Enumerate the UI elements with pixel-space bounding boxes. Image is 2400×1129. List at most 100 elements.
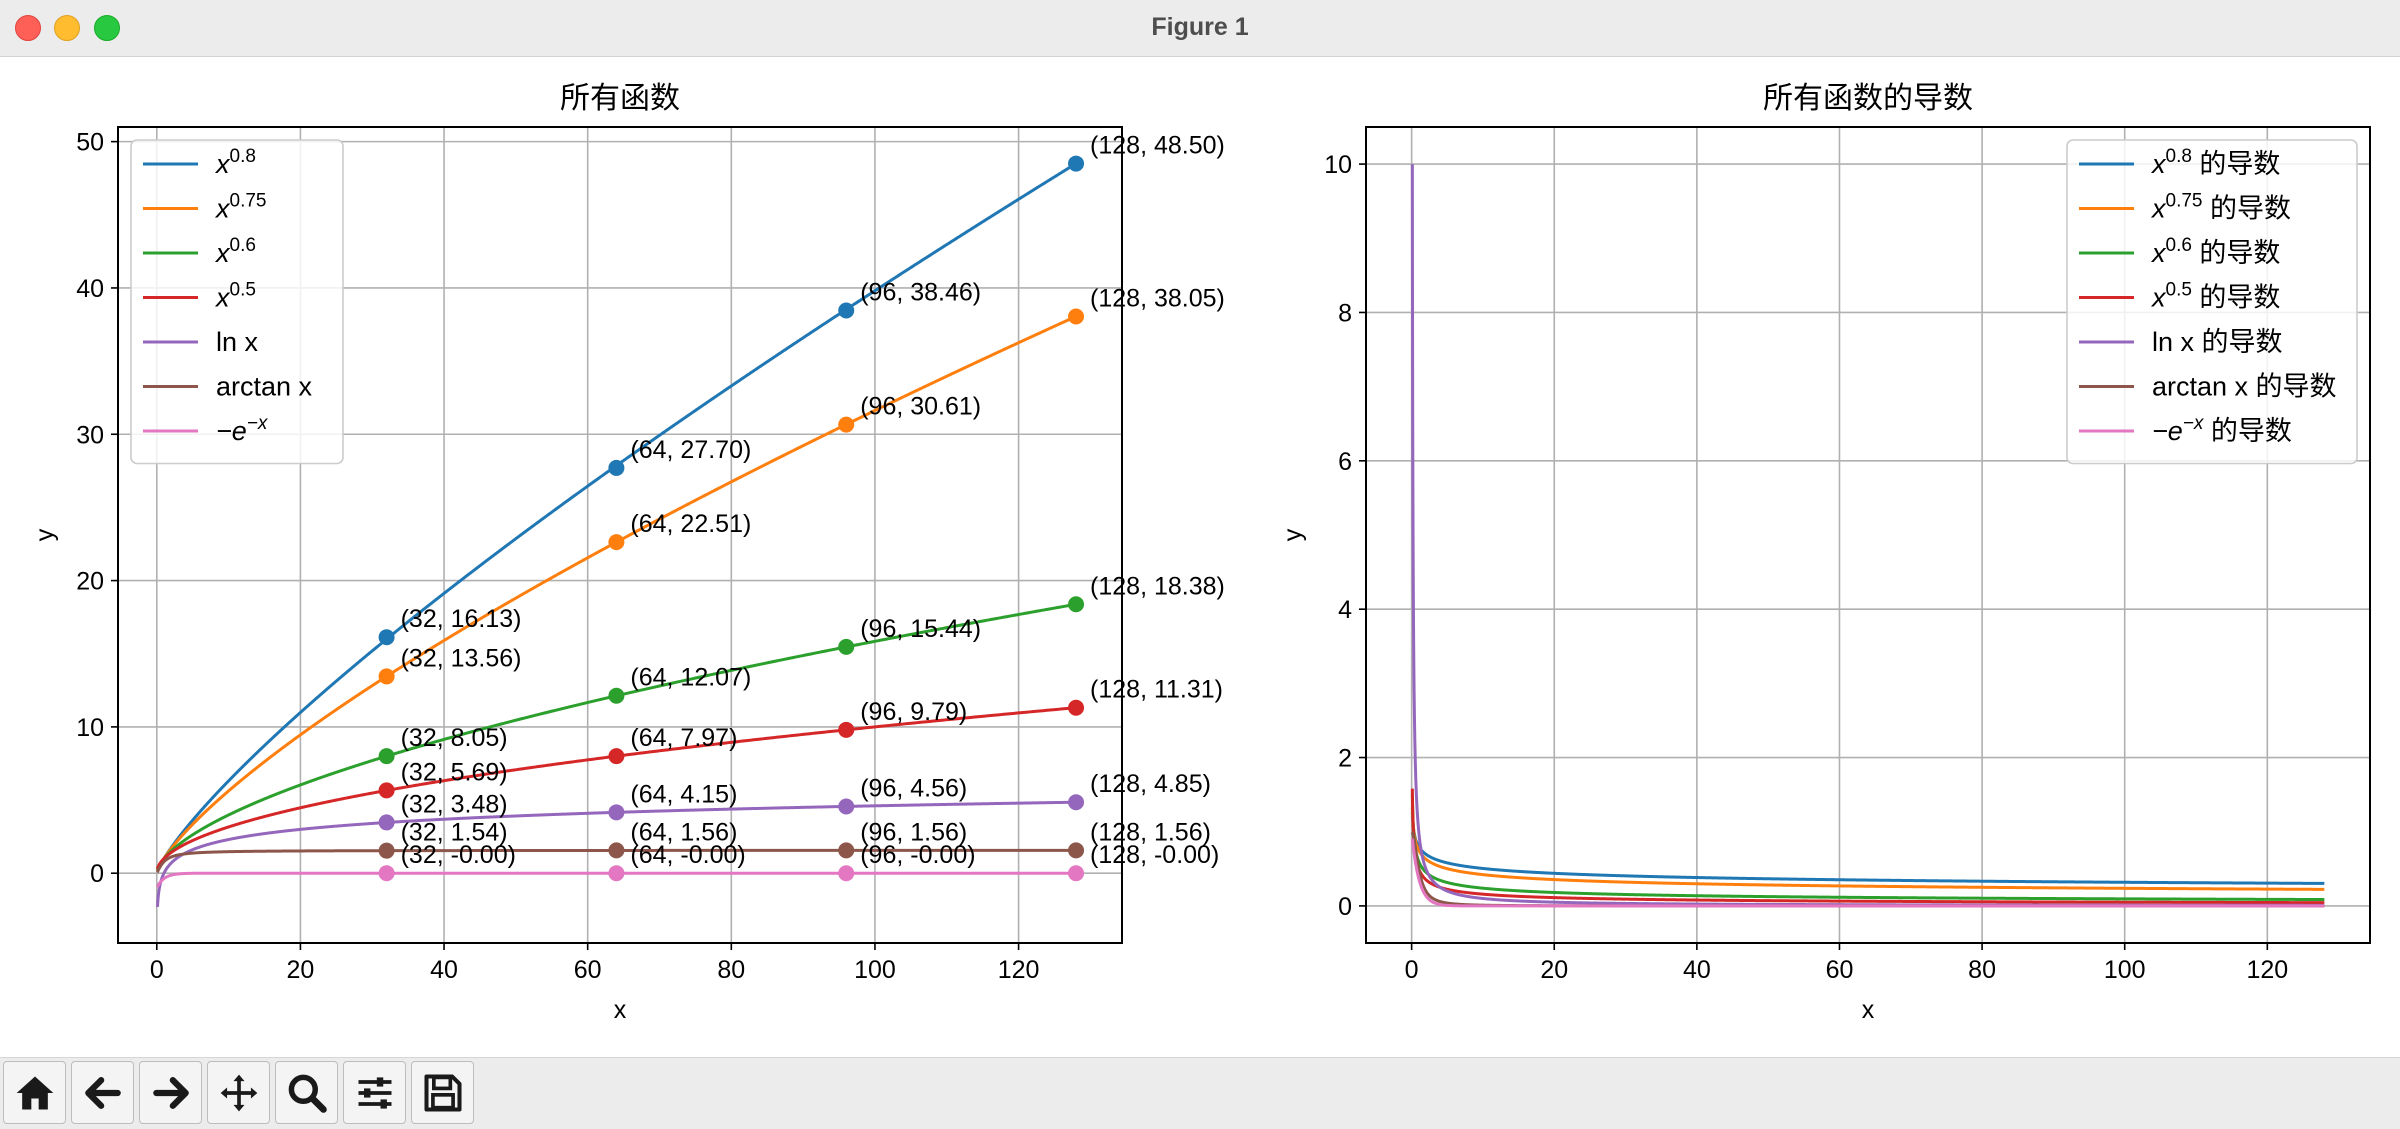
legend-entry: x0.75 的导数	[2150, 191, 2291, 224]
minimize-window-button[interactable]	[54, 15, 80, 41]
data-label: (128, 48.50)	[1090, 132, 1225, 160]
floppy-disk-icon	[423, 1073, 462, 1112]
series-line	[1410, 805, 2325, 891]
data-label: (64, 1.56)	[630, 818, 737, 846]
save-button[interactable]	[411, 1061, 474, 1124]
configure-subplots-button[interactable]	[343, 1061, 406, 1124]
x-tick-label: 0	[150, 956, 164, 984]
functions-chart: (32, 16.13) (64, 27.70) (96, 38.46) (128, 4…	[31, 82, 1225, 1024]
chart-title: 所有函数的导数	[1763, 82, 1973, 115]
navigation-toolbar	[0, 1057, 2400, 1129]
close-window-button[interactable]	[15, 15, 41, 41]
chart-title: 所有函数	[560, 82, 680, 115]
data-point	[608, 459, 625, 476]
data-point	[838, 416, 855, 433]
data-point	[608, 804, 625, 821]
title-bar: Figure 1	[0, 0, 2400, 57]
data-point	[838, 842, 855, 859]
data-label: (32, 13.56)	[401, 644, 522, 672]
x-tick-label: 20	[287, 956, 315, 984]
maximize-window-button[interactable]	[94, 15, 120, 41]
y-tick-label: 6	[1338, 448, 1352, 476]
data-label: (128, 38.05)	[1090, 284, 1225, 312]
data-point	[838, 638, 855, 655]
back-button[interactable]	[71, 1061, 134, 1124]
data-label: (96, 1.56)	[860, 818, 967, 846]
data-point	[1068, 596, 1085, 613]
y-axis-label: y	[31, 528, 59, 541]
data-label: (64, 27.70)	[630, 436, 751, 464]
legend-box	[130, 139, 344, 465]
y-tick-label: 0	[90, 860, 104, 888]
data-label: (96, 30.61)	[860, 393, 981, 421]
x-tick-label: 0	[1405, 956, 1419, 984]
data-label: (64, -0.00)	[630, 841, 745, 869]
series-line	[1410, 810, 2325, 885]
legend-entry: −e−x	[216, 413, 269, 446]
x-tick-label: 120	[998, 956, 1040, 984]
data-label: (96, 38.46)	[860, 278, 981, 306]
legend-entry: ln x	[216, 327, 259, 357]
figure-canvas: (32, 16.13) (64, 27.70) (96, 38.46) (128, 4…	[0, 57, 2400, 1057]
y-tick-label: 0	[1338, 893, 1352, 921]
data-point	[838, 865, 855, 882]
figure-svg: (32, 16.13) (64, 27.70) (96, 38.46) (128, 4…	[31, 82, 2371, 1024]
y-tick-label: 40	[76, 275, 104, 303]
sliders-icon	[358, 1076, 391, 1109]
data-point	[378, 668, 395, 685]
legend-entry: arctan x 的导数	[2152, 372, 2337, 402]
data-point	[608, 748, 625, 765]
data-point	[838, 798, 855, 815]
arrow-right-icon	[152, 1076, 189, 1109]
data-point	[378, 814, 395, 831]
data-point	[1068, 794, 1085, 811]
data-label: (128, 18.38)	[1090, 572, 1225, 600]
legend-entry: x0.5 的导数	[2150, 280, 2280, 313]
zoom-button[interactable]	[275, 1061, 338, 1124]
data-point	[378, 629, 395, 646]
data-point	[378, 865, 395, 882]
data-label: (32, 16.13)	[401, 605, 522, 633]
data-point	[1068, 699, 1085, 716]
data-label: (64, 22.51)	[630, 510, 751, 538]
x-tick-label: 60	[1826, 956, 1854, 984]
data-label: (128, 1.56)	[1090, 818, 1211, 846]
legend-entry: −e−x 的导数	[2152, 413, 2292, 446]
data-label: (96, 9.79)	[860, 698, 967, 726]
data-label: (32, 5.69)	[401, 758, 508, 786]
y-tick-label: 20	[76, 568, 104, 596]
data-label: (128, 4.85)	[1090, 770, 1211, 798]
legend-entry: arctan x	[216, 372, 313, 402]
y-axis-label: y	[1279, 528, 1307, 541]
y-tick-label: 30	[76, 421, 104, 449]
y-tick-label: 10	[1324, 151, 1352, 179]
data-label: (32, 3.48)	[401, 790, 508, 818]
x-tick-label: 80	[717, 956, 745, 984]
legend-entry: ln x 的导数	[2152, 327, 2283, 357]
data-point	[378, 842, 395, 859]
legend: x0.8 x0.75 x0.6 x0.5 ln x arctan x −e−x	[130, 139, 344, 465]
pan-button[interactable]	[207, 1061, 270, 1124]
data-point	[608, 687, 625, 704]
data-point	[378, 782, 395, 799]
series-line	[1410, 837, 2325, 908]
legend-entry: x0.8 的导数	[2150, 146, 2280, 179]
series-line	[1410, 830, 2325, 908]
x-tick-label: 60	[574, 956, 602, 984]
home-button[interactable]	[3, 1061, 66, 1124]
legend-entry: x0.6	[214, 235, 256, 268]
x-tick-label: 40	[430, 956, 458, 984]
data-label: (96, -0.00)	[860, 841, 975, 869]
y-tick-label: 50	[76, 129, 104, 157]
data-label: (64, 7.97)	[630, 724, 737, 752]
legend-entry: x0.5	[214, 280, 256, 313]
x-axis-label: x	[614, 996, 627, 1024]
x-axis-label: x	[1862, 996, 1875, 1024]
x-tick-label: 40	[1683, 956, 1711, 984]
y-tick-label: 10	[76, 714, 104, 742]
data-point	[838, 302, 855, 319]
x-tick-label: 20	[1540, 956, 1568, 984]
forward-button[interactable]	[139, 1061, 202, 1124]
legend-entry: x0.6 的导数	[2150, 235, 2280, 268]
